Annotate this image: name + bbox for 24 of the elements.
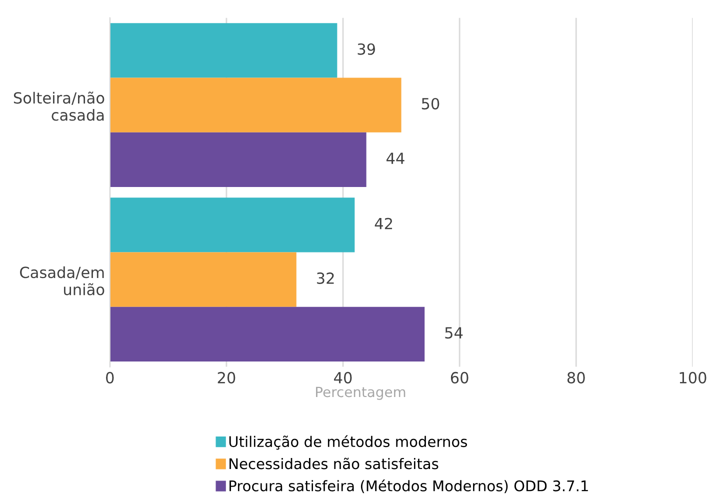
bar (110, 78, 402, 132)
x-tick-label: 40 (334, 372, 352, 384)
x-tick-label: 100 (680, 372, 706, 384)
bar (110, 132, 366, 187)
data-label: 32 (317, 272, 334, 284)
data-label: 50 (422, 98, 440, 110)
data-label: 44 (386, 152, 404, 164)
bar (110, 23, 338, 78)
x-tick-label: 20 (218, 372, 236, 384)
x-tick-label: 60 (450, 372, 468, 384)
x-tick-label: 0 (106, 372, 114, 384)
data-label: 39 (358, 43, 375, 55)
x-tick-label: 80 (567, 372, 585, 384)
y-tick-label: Casada/em união (20, 266, 104, 296)
legend-label: Procura satisfeira (Métodos Modernos) ODD 3.7.1 (230, 480, 588, 494)
bar (110, 306, 425, 362)
y-tick-label: Solteira/não casada (14, 92, 104, 121)
bar (110, 252, 296, 307)
legend-label: Necessidades não satisfeitas (230, 458, 438, 470)
bar (110, 198, 355, 252)
legend-label: Utilização de métodos modernos (229, 435, 468, 450)
x-axis-title: Percentagem (316, 386, 406, 400)
data-label: 54 (445, 327, 463, 339)
data-label: 42 (374, 218, 392, 230)
